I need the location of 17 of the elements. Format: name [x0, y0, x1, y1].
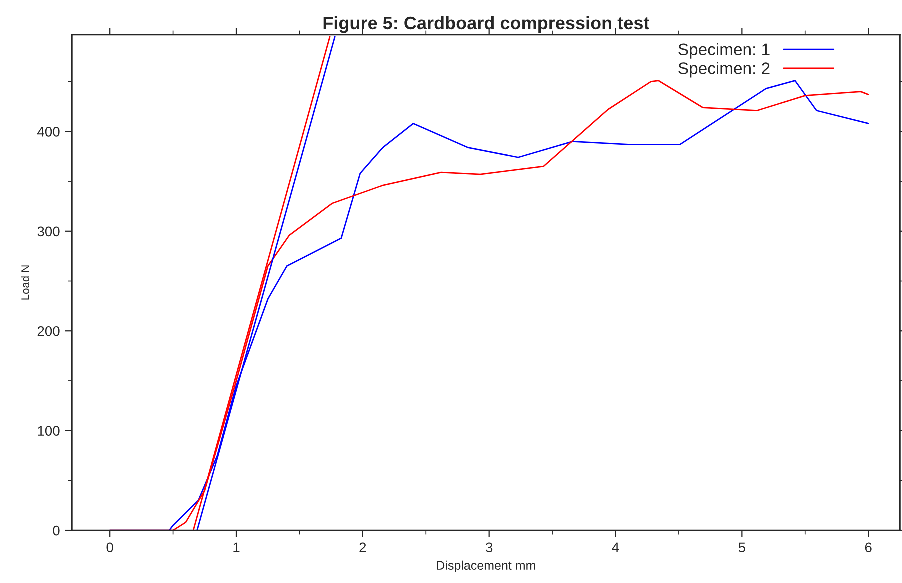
y-tick-label: 200: [38, 326, 60, 336]
legend-label: Specimen: 1: [678, 43, 770, 59]
x-tick-label: 5: [738, 542, 746, 553]
x-tick-label: 2: [360, 542, 366, 552]
x-tick-label: 3: [486, 542, 493, 553]
y-tick-label: 0: [53, 526, 60, 536]
x-axis-title: Displacement mm: [437, 560, 536, 572]
x-tick-label: 4: [612, 542, 620, 552]
legend-label: Specimen: 2: [678, 62, 770, 78]
x-tick-label: 0: [106, 542, 114, 553]
x-tick-label: 6: [865, 542, 872, 553]
y-tick-label: 100: [38, 426, 60, 436]
x-tick-label: 1: [234, 542, 240, 552]
chart-title: Figure 5: Cardboard compression test: [324, 16, 650, 34]
y-tick-label: 300: [38, 226, 60, 237]
y-tick-label: 400: [38, 127, 60, 137]
y-axis-title: Load N: [21, 266, 30, 300]
